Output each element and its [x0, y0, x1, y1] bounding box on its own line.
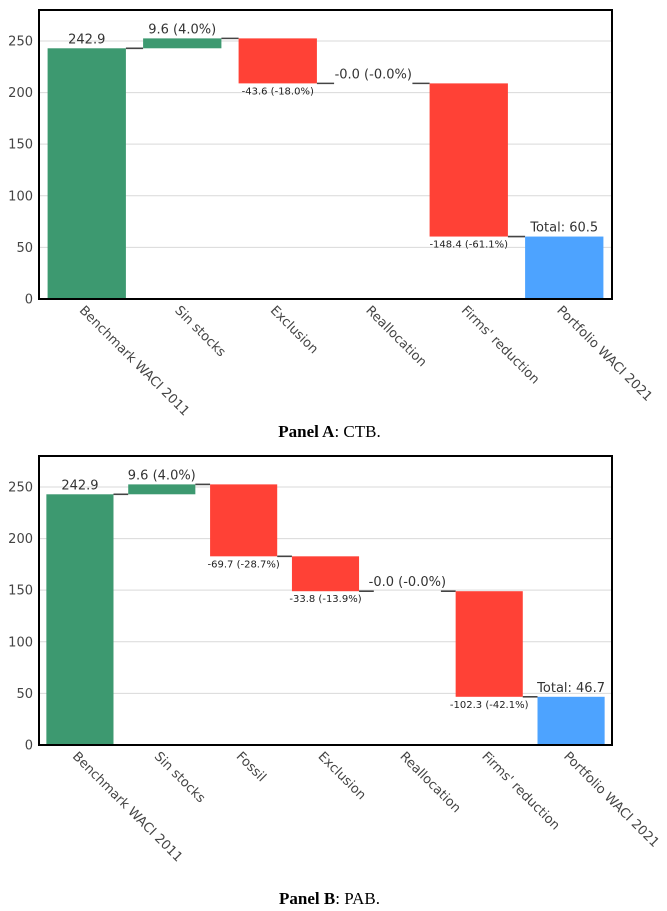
bar-decrease: [455, 591, 523, 697]
x-tick-label: Exclusion: [267, 303, 321, 357]
panel-label: Panel A: [278, 422, 335, 441]
panel-name: : CTB.: [334, 422, 380, 441]
plot-frame: [38, 455, 613, 746]
y-tick-label: 250: [8, 34, 33, 49]
x-tick-label: Firms' reduction: [478, 749, 562, 833]
y-tick-label: 250: [8, 480, 33, 495]
plot-frame: [38, 9, 613, 300]
bar-total: [46, 494, 114, 745]
x-tick-label: Fossil: [233, 749, 269, 785]
panel-name: : PAB.: [335, 889, 380, 908]
panel-caption: Panel A: CTB.: [278, 422, 381, 441]
data-label: -0.0 (-0.0%): [369, 575, 446, 590]
x-tick-label: Firms' reduction: [458, 303, 542, 387]
x-tick-label: Sin stocks: [171, 303, 228, 360]
data-label: 9.6 (4.0%): [128, 468, 196, 483]
data-label: 9.6 (4.0%): [148, 22, 216, 37]
bar-final: [525, 236, 604, 299]
x-tick-label: Portfolio WACI 2021: [560, 749, 662, 851]
data-label: 242.9: [68, 32, 105, 47]
x-tick-label: Portfolio WACI 2021: [553, 303, 655, 405]
data-label: Total: 46.7: [536, 681, 605, 696]
y-tick-label: 200: [8, 86, 33, 101]
y-tick-label: 50: [16, 241, 33, 256]
bar-increase: [128, 484, 196, 495]
data-label: -102.3 (-42.1%): [450, 700, 529, 711]
bar-decrease: [210, 484, 278, 557]
x-tick-label: Benchmark WACI 2011: [76, 303, 192, 419]
x-tick-label: Sin stocks: [151, 749, 208, 806]
bar-increase: [143, 38, 222, 49]
y-tick-label: 50: [16, 687, 33, 702]
bar-decrease: [429, 83, 508, 237]
bar-decrease: [238, 38, 317, 84]
y-tick-label: 100: [8, 635, 33, 650]
data-label: 242.9: [61, 478, 98, 493]
data-label: -33.8 (-13.9%): [289, 594, 361, 605]
y-tick-label: 200: [8, 532, 33, 547]
data-label: -69.7 (-28.7%): [208, 559, 280, 570]
bar-decrease: [291, 556, 360, 592]
x-tick-label: Reallocation: [397, 749, 464, 816]
x-tick-label: Exclusion: [315, 749, 369, 803]
data-label: -0.0 (-0.0%): [335, 67, 412, 82]
panel-caption: Panel B: PAB.: [279, 889, 380, 908]
bar-final: [537, 696, 605, 745]
panel-label: Panel B: [279, 889, 335, 908]
y-tick-label: 0: [25, 293, 33, 308]
data-label: Total: 60.5: [529, 221, 598, 236]
y-tick-label: 150: [8, 138, 33, 153]
panel-a-chart: 0 50 100 150 200 250 242.9 Benchmark WACI 2011 9…: [8, 9, 655, 441]
data-label: -43.6 (-18.0%): [242, 86, 314, 97]
bar-total: [47, 48, 126, 300]
y-tick-label: 150: [8, 584, 33, 599]
data-label: -148.4 (-61.1%): [429, 240, 508, 251]
y-tick-label: 100: [8, 189, 33, 204]
x-tick-label: Reallocation: [362, 303, 429, 370]
y-tick-label: 0: [25, 739, 33, 754]
